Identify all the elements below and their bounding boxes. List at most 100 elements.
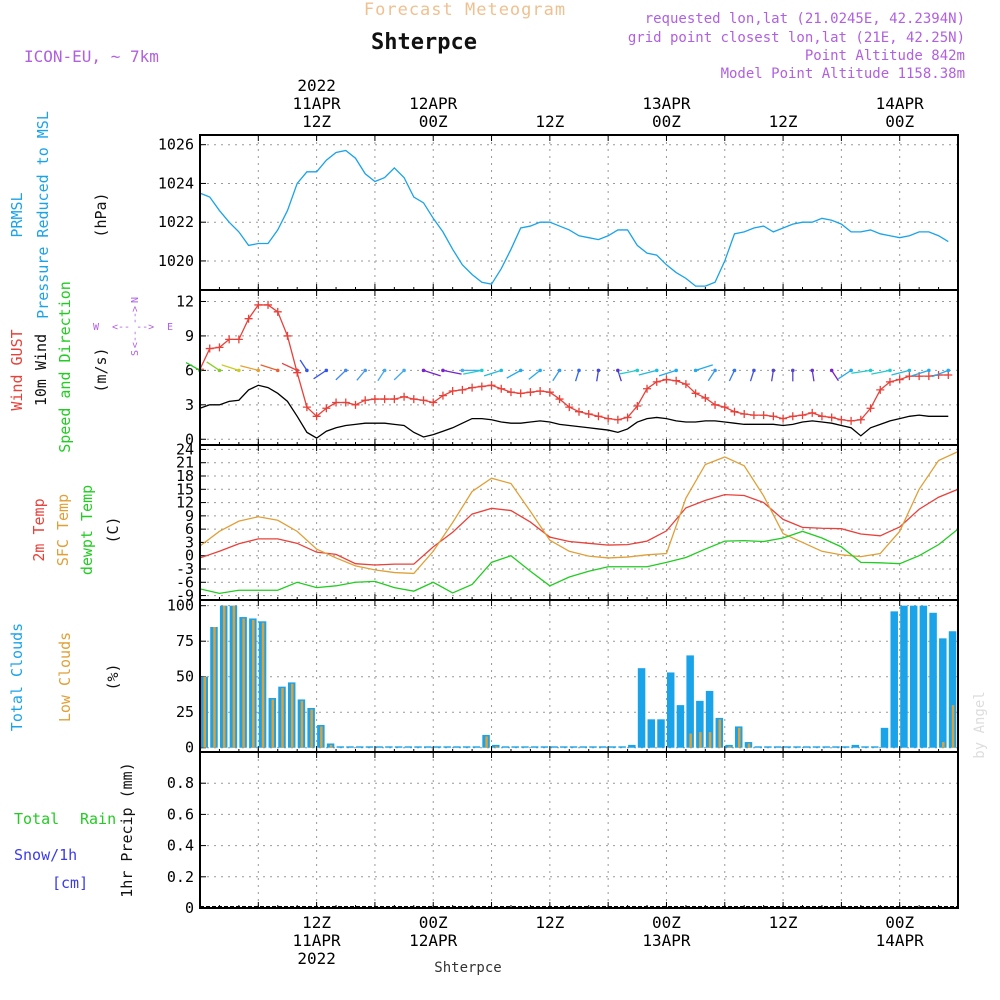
total-cloud-bar <box>462 746 471 748</box>
gust-marker <box>477 382 486 391</box>
y-tick-label: 50 <box>176 668 194 686</box>
total-cloud-bar <box>618 746 626 748</box>
top-time-label: 12Z <box>302 112 331 131</box>
wind-barb <box>463 369 482 375</box>
y-tick-label: 1026 <box>158 136 194 154</box>
panel-3: 0 25 50 75 100 <box>167 597 959 757</box>
low-cloud-bar <box>222 605 226 748</box>
compass-arrows-h: <-- --> <box>112 322 154 333</box>
low-cloud-bar <box>203 676 206 748</box>
wind-barb <box>356 369 366 381</box>
wind-barb-head <box>790 368 795 373</box>
wind-barb-head <box>402 368 406 373</box>
panel-grid <box>199 445 958 600</box>
gust-marker <box>584 410 593 418</box>
total-cloud-bar <box>375 746 383 748</box>
y-tick-label: 100 <box>167 597 194 615</box>
wind-barb-head <box>421 368 426 373</box>
y-tick-label: -3 <box>176 560 194 578</box>
panel-frame <box>199 444 959 601</box>
gust-marker <box>487 381 496 390</box>
gust-marker <box>545 388 554 397</box>
gust-marker <box>351 400 360 409</box>
gust-marker <box>701 393 710 402</box>
wind-barb <box>871 369 891 375</box>
gust-marker <box>662 375 671 384</box>
dewpt-line <box>199 528 959 595</box>
gust-marker <box>458 385 467 394</box>
total-cloud-bar <box>560 746 568 748</box>
gust-marker <box>623 413 632 422</box>
wind-barb <box>695 364 713 371</box>
wind-barb-head <box>295 368 299 373</box>
total-cloud-bar <box>540 746 549 748</box>
speed-dir-label: Speed and Direction <box>56 281 74 453</box>
wind-barb <box>618 369 638 375</box>
gust-marker <box>244 314 253 323</box>
wind-barb-head <box>927 368 931 373</box>
wind-barb-head <box>237 368 241 373</box>
total-cloud-bar <box>365 746 374 748</box>
panel-frame <box>199 751 959 909</box>
low-cloud-bar <box>329 744 333 748</box>
wind-barb <box>770 370 775 382</box>
top-time-label: 12Z <box>769 112 798 131</box>
total-cloud-bar <box>569 746 578 748</box>
wind10-label: 10m Wind <box>32 334 50 406</box>
low-cloud-bar <box>718 719 722 748</box>
total-cloud-bar <box>871 746 879 748</box>
top-time-label: 11APR <box>293 94 342 113</box>
panel-1: 0 3 6 9 12 <box>176 289 959 448</box>
total-cloud-bar <box>666 672 675 748</box>
total-cloud-bar <box>414 746 422 748</box>
credit: by Angel <box>972 691 988 758</box>
hpa-unit: (hPa) <box>92 192 110 237</box>
wind-barb <box>423 369 441 377</box>
gust-marker <box>526 388 535 397</box>
low-clouds-label: Low Clouds <box>56 632 74 722</box>
wind-barb <box>528 369 541 380</box>
wind-barb-head <box>713 368 717 373</box>
gust-marker <box>885 377 894 386</box>
wind-barb <box>658 369 677 377</box>
gust-marker <box>711 400 720 409</box>
compass-rose: N S W E <-- --> <-- --> <box>93 297 173 356</box>
gust-marker <box>847 416 856 425</box>
wind-barb-head <box>518 368 523 373</box>
wind-barb <box>617 370 622 382</box>
compass-s: S <box>130 350 141 356</box>
gust-marker <box>575 407 583 416</box>
wind-barb-head <box>275 368 280 373</box>
total-cloud-bar <box>608 746 617 748</box>
compass-n: N <box>130 297 141 303</box>
total-cloud-bar <box>579 746 587 748</box>
top-time-label: 2022 <box>297 76 336 95</box>
total-cloud-bar <box>929 612 937 748</box>
total-cloud-bar <box>433 746 442 748</box>
gust-marker <box>604 414 613 423</box>
gust-marker <box>332 398 341 407</box>
wind-barb <box>260 364 278 371</box>
panel-0: 1020 1022 1024 1026 <box>158 134 959 291</box>
total-cloud-bar <box>511 746 519 748</box>
top-time-label: 12Z <box>535 112 564 131</box>
station-name: Shterpce <box>371 30 477 55</box>
bottom-time-label: 14APR <box>876 931 925 950</box>
y-tick-label: 0 <box>185 430 194 448</box>
gust-marker <box>895 375 904 384</box>
total-cloud-bar <box>832 746 840 748</box>
y-tick-label: 0.8 <box>167 774 194 792</box>
total-cloud-bar <box>861 746 869 748</box>
gust-marker <box>759 411 768 420</box>
total-cloud-bar <box>628 744 636 748</box>
pressure-reduced-label: Pressure Reduced to MSL <box>34 111 52 319</box>
gust-marker <box>536 387 545 396</box>
gust-marker <box>264 300 273 309</box>
gust-line <box>199 304 949 422</box>
c-unit: (C) <box>104 516 122 543</box>
total-cloud-bar <box>394 746 403 748</box>
bottom-time-label: 2022 <box>297 949 336 968</box>
gust-marker <box>643 384 652 393</box>
cloud-labels: Total Clouds Low Clouds (%) <box>8 623 122 731</box>
